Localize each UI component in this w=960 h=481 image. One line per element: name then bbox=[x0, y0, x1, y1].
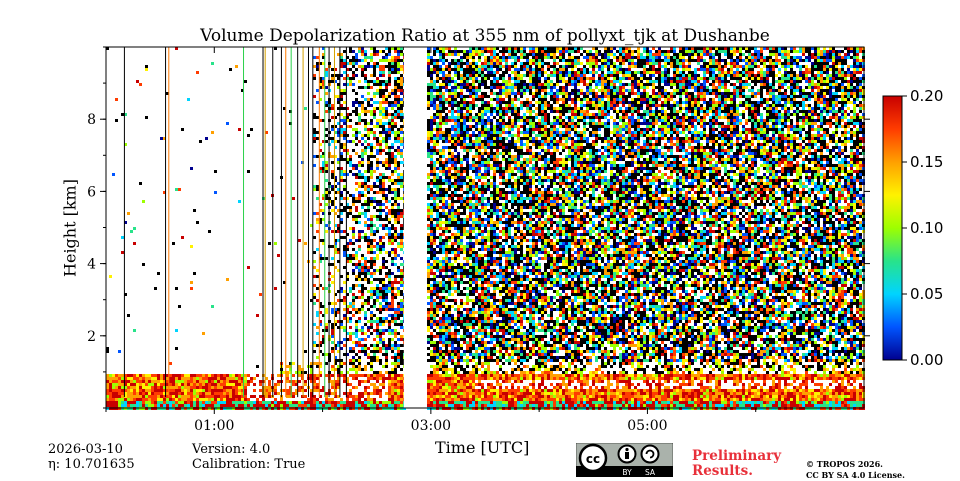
colorbar-tick-label: 0.10 bbox=[910, 219, 943, 237]
footer-eta: η: 10.701635 bbox=[48, 457, 135, 472]
y-tick-label: 4 bbox=[87, 257, 96, 273]
x-tick-label: 01:00 bbox=[194, 418, 234, 434]
x-tick-label: 05:00 bbox=[627, 418, 667, 434]
footer-calibration: Calibration: True bbox=[192, 457, 305, 472]
data-gap bbox=[404, 47, 426, 408]
x-axis-label: Time [UTC] bbox=[435, 438, 529, 457]
chart-title: Volume Depolarization Ratio at 355 nm of… bbox=[0, 26, 960, 46]
colorbar-tick-label: 0.00 bbox=[910, 351, 943, 369]
copyright-line-1: © TROPOS 2026. bbox=[806, 459, 905, 470]
vertical-streaks bbox=[124, 47, 346, 397]
y-tick-label: 2 bbox=[87, 329, 96, 345]
y-tick-label: 8 bbox=[87, 112, 96, 128]
copyright-notice: © TROPOS 2026. CC BY SA 4.0 License. bbox=[806, 459, 905, 481]
preliminary-label: Preliminary Results. bbox=[692, 449, 781, 479]
data-gap-band bbox=[404, 47, 426, 408]
heatmap-area bbox=[106, 47, 865, 410]
cc-sa-label: SA bbox=[645, 468, 656, 477]
colorbar-tick-label: 0.05 bbox=[910, 285, 943, 303]
colorbar: 0.00 0.05 0.10 0.15 0.20 bbox=[883, 87, 943, 369]
colorbar-tick-label: 0.20 bbox=[910, 87, 943, 105]
colorbar-tick-label: 0.15 bbox=[910, 153, 943, 171]
y-axis-label: Height [km] bbox=[61, 179, 80, 277]
y-tick-label: 6 bbox=[87, 184, 96, 200]
footer-date: 2026-03-10 bbox=[48, 442, 123, 457]
cc-by-label: BY bbox=[622, 468, 632, 477]
preliminary-line-1: Preliminary bbox=[692, 449, 781, 464]
preliminary-line-2: Results. bbox=[692, 464, 781, 479]
copyright-line-2: CC BY SA 4.0 License. bbox=[806, 470, 905, 481]
share-alike-icon bbox=[642, 446, 659, 463]
x-tick-label: 03:00 bbox=[411, 418, 451, 434]
cc-license-badge: cc BY SA bbox=[576, 443, 673, 477]
colorbar-gradient bbox=[883, 96, 902, 360]
footer-version: Version: 4.0 bbox=[192, 442, 270, 457]
